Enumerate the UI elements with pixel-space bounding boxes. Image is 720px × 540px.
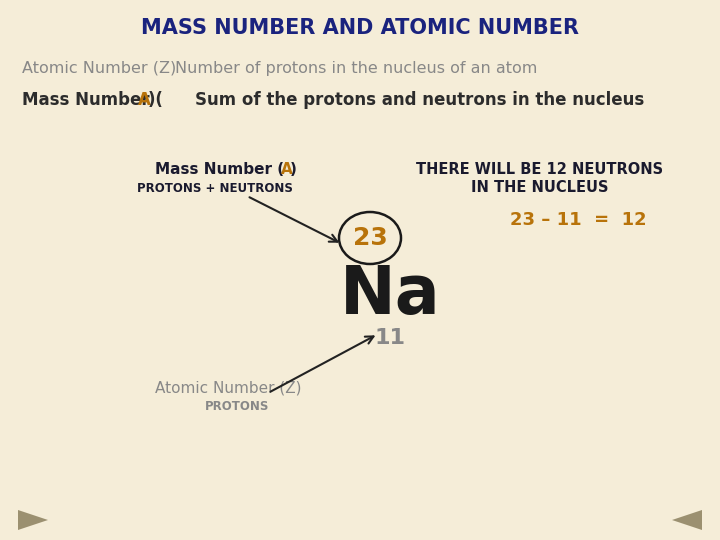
Text: Atomic Number (Z): Atomic Number (Z) bbox=[22, 60, 176, 76]
Text: Sum of the protons and neutrons in the nucleus: Sum of the protons and neutrons in the n… bbox=[195, 91, 644, 109]
Text: PROTONS: PROTONS bbox=[205, 400, 269, 413]
Text: 23 – 11  =  12: 23 – 11 = 12 bbox=[510, 211, 647, 229]
Text: IN THE NUCLEUS: IN THE NUCLEUS bbox=[472, 180, 608, 195]
Text: Mass Number (: Mass Number ( bbox=[22, 91, 163, 109]
Text: Number of protons in the nucleus of an atom: Number of protons in the nucleus of an a… bbox=[175, 60, 537, 76]
Text: A: A bbox=[281, 163, 293, 178]
Text: ): ) bbox=[290, 163, 297, 178]
Polygon shape bbox=[18, 510, 48, 530]
Polygon shape bbox=[672, 510, 702, 530]
Ellipse shape bbox=[339, 212, 401, 264]
Text: 23: 23 bbox=[353, 226, 387, 250]
Text: Atomic Number (Z): Atomic Number (Z) bbox=[155, 381, 302, 395]
Text: A: A bbox=[138, 91, 151, 109]
Text: PROTONS + NEUTRONS: PROTONS + NEUTRONS bbox=[137, 181, 293, 194]
Text: THERE WILL BE 12 NEUTRONS: THERE WILL BE 12 NEUTRONS bbox=[416, 163, 664, 178]
Text: Mass Number (: Mass Number ( bbox=[155, 163, 284, 178]
Text: ): ) bbox=[148, 91, 156, 109]
Text: 11: 11 bbox=[374, 328, 405, 348]
Text: MASS NUMBER AND ATOMIC NUMBER: MASS NUMBER AND ATOMIC NUMBER bbox=[141, 18, 579, 38]
Text: Na: Na bbox=[340, 262, 441, 328]
